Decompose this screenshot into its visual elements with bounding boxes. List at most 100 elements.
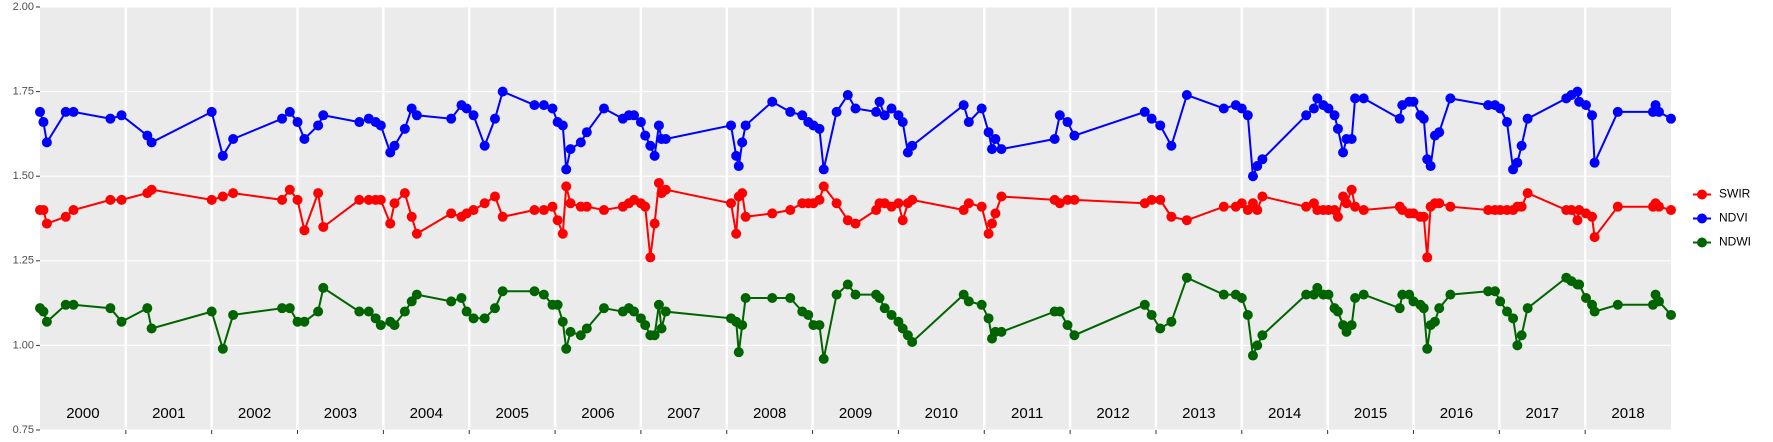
year-label: 2018 <box>1611 405 1644 422</box>
point <box>565 326 576 337</box>
legend-label: SWIR <box>1719 187 1751 201</box>
point <box>1587 110 1598 121</box>
point <box>299 133 310 144</box>
point <box>1434 127 1445 138</box>
point <box>850 103 861 114</box>
point <box>635 117 646 128</box>
point <box>831 106 842 117</box>
point <box>354 194 365 205</box>
point <box>1069 130 1080 141</box>
point <box>1572 86 1583 97</box>
point <box>1408 96 1419 107</box>
point <box>1653 296 1664 307</box>
point <box>489 303 500 314</box>
point <box>581 127 592 138</box>
year-label: 2013 <box>1182 405 1215 422</box>
point <box>976 103 987 114</box>
point <box>1418 211 1429 222</box>
point <box>737 188 748 199</box>
point <box>1445 93 1456 104</box>
point <box>1495 296 1506 307</box>
point <box>1589 232 1600 243</box>
point <box>1069 194 1080 205</box>
point <box>893 198 904 209</box>
point <box>656 323 667 334</box>
point <box>313 188 324 199</box>
point <box>142 303 153 314</box>
point <box>1155 323 1166 334</box>
point <box>1054 306 1065 317</box>
point <box>557 228 568 239</box>
point <box>963 296 974 307</box>
point <box>547 103 558 114</box>
point <box>1572 215 1583 226</box>
point <box>958 100 969 111</box>
point <box>996 326 1007 337</box>
point <box>1397 289 1408 300</box>
point <box>897 323 908 334</box>
point <box>411 228 422 239</box>
legend-label: NDVI <box>1719 211 1748 225</box>
point <box>660 306 671 317</box>
point <box>116 194 127 205</box>
point <box>479 198 490 209</box>
point <box>363 194 374 205</box>
point <box>375 320 386 331</box>
point <box>831 289 842 300</box>
point <box>399 123 410 134</box>
point <box>60 106 71 117</box>
y-tick-label: 1.00 <box>13 339 34 351</box>
point <box>653 120 664 131</box>
point <box>976 299 987 310</box>
point <box>399 306 410 317</box>
point <box>1218 201 1229 212</box>
point <box>217 150 228 161</box>
point <box>284 106 295 117</box>
point <box>1332 123 1343 134</box>
point <box>206 306 217 317</box>
point <box>575 330 586 341</box>
point <box>1146 309 1157 320</box>
point <box>557 120 568 131</box>
point <box>1242 309 1253 320</box>
point <box>737 137 748 148</box>
point <box>565 144 576 155</box>
point <box>653 299 664 310</box>
point <box>1522 188 1533 199</box>
point <box>1236 198 1247 209</box>
point <box>38 205 49 216</box>
point <box>907 337 918 348</box>
point <box>1155 194 1166 205</box>
point <box>277 113 288 124</box>
year-label: 2002 <box>238 405 271 422</box>
point <box>411 289 422 300</box>
point <box>874 293 885 304</box>
point <box>1054 198 1065 209</box>
point <box>767 208 778 219</box>
point <box>897 215 908 226</box>
point <box>370 313 381 324</box>
point <box>299 225 310 236</box>
point <box>146 184 157 195</box>
point <box>1242 110 1253 121</box>
point <box>479 140 490 151</box>
point <box>1429 316 1440 327</box>
point <box>41 316 52 327</box>
point <box>547 201 558 212</box>
point <box>552 215 563 226</box>
point <box>1581 293 1592 304</box>
point <box>313 306 324 317</box>
point <box>1166 211 1177 222</box>
point <box>814 320 825 331</box>
point <box>645 252 656 263</box>
legend-marker <box>1697 213 1707 224</box>
point <box>958 289 969 300</box>
point <box>68 299 79 310</box>
point <box>907 194 918 205</box>
point <box>1323 289 1334 300</box>
point <box>660 133 671 144</box>
point <box>1589 157 1600 168</box>
point <box>1312 93 1323 104</box>
year-label: 2017 <box>1526 405 1559 422</box>
point <box>1425 161 1436 172</box>
